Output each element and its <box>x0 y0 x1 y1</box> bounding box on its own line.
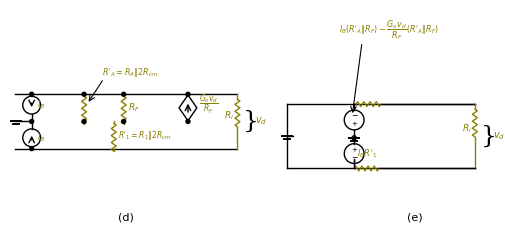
Text: $v_d$: $v_d$ <box>255 116 267 127</box>
Text: +: + <box>351 121 357 127</box>
Text: }: } <box>243 110 260 133</box>
Text: $R'_{1}=R_1\|2R_{cm}$: $R'_{1}=R_1\|2R_{cm}$ <box>118 128 171 142</box>
Circle shape <box>186 120 190 123</box>
Text: $I_B(R'_A\|R_F)-\dfrac{G_o v_d}{R_F}(R'_A\|R_F)$: $I_B(R'_A\|R_F)-\dfrac{G_o v_d}{R_F}(R'_… <box>339 18 439 42</box>
Text: $I_B$: $I_B$ <box>36 99 45 111</box>
Text: −: − <box>351 112 358 121</box>
Text: $v_d$: $v_d$ <box>493 130 504 142</box>
Circle shape <box>122 92 126 96</box>
Text: +: + <box>351 147 357 153</box>
Text: $\dfrac{G_o v_d}{R_F}$: $\dfrac{G_o v_d}{R_F}$ <box>199 92 219 116</box>
Text: $I_B R'_1$: $I_B R'_1$ <box>357 147 377 160</box>
Text: (e): (e) <box>407 213 422 223</box>
Text: $I_B$: $I_B$ <box>36 132 45 144</box>
Circle shape <box>82 120 86 123</box>
Text: $R_i$: $R_i$ <box>462 122 472 135</box>
Circle shape <box>30 92 34 96</box>
Text: $R'_{A}=R_A\|2R_{cm}$: $R'_{A}=R_A\|2R_{cm}$ <box>102 66 159 79</box>
Text: $R_i$: $R_i$ <box>224 109 233 122</box>
Text: }: } <box>481 125 497 148</box>
Text: (d): (d) <box>118 213 134 223</box>
Circle shape <box>30 120 34 123</box>
Text: $R_F$: $R_F$ <box>128 102 139 114</box>
Circle shape <box>82 92 86 96</box>
Circle shape <box>122 120 126 123</box>
Circle shape <box>186 92 190 96</box>
Circle shape <box>30 147 34 151</box>
Text: −: − <box>351 153 358 162</box>
Circle shape <box>352 136 356 140</box>
